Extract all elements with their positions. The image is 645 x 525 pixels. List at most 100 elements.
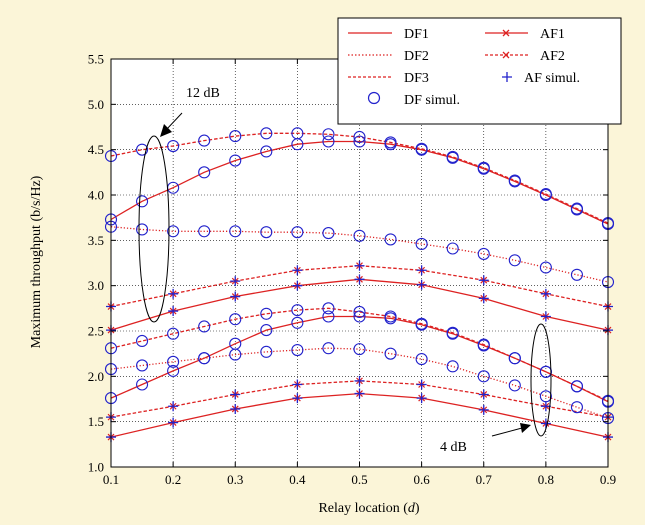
axis-ticks: 0.1 0.2 0.3 0.4 0.5 0.6 0.7 0.8 0.9 1.0 1.5 2.0 2.5 3… xyxy=(88,52,616,488)
y-tick-label: 5.0 xyxy=(88,97,104,112)
df-simul-marker xyxy=(136,359,149,372)
df-simul-marker xyxy=(539,188,552,201)
series-line-df-solid xyxy=(110,140,609,225)
df-simul-marker xyxy=(198,320,211,333)
df-simul-marker xyxy=(229,225,242,238)
af-simul-marker xyxy=(292,280,303,291)
df-simul-marker xyxy=(260,127,273,140)
df-simul-marker xyxy=(384,136,397,149)
df-simul-marker xyxy=(446,242,459,255)
y-tick-label: 4.0 xyxy=(88,188,104,203)
arrow-12db-head xyxy=(160,124,172,137)
df-simul-marker xyxy=(539,261,552,274)
df-simul-marker xyxy=(167,355,180,368)
legend-label-df3: DF3 xyxy=(404,71,429,86)
y-axis-label: Maximum throughput (b/s/Hz) xyxy=(29,175,44,348)
af-simul-marker xyxy=(292,379,303,390)
df-simul-marker xyxy=(508,174,521,187)
x-axis-label-var: d xyxy=(408,501,416,516)
af-simul-marker xyxy=(292,393,303,404)
arrow-4db-head xyxy=(520,423,531,433)
df-simul-marker xyxy=(477,338,490,351)
y-tick-label: 4.5 xyxy=(88,142,104,157)
legend-label-af-sim: AF simul. xyxy=(524,71,580,86)
y-tick-label: 3.0 xyxy=(88,278,104,293)
x-tick-label: 0.9 xyxy=(600,472,616,487)
legend-label-af1: AF1 xyxy=(540,27,565,42)
x-axis-label-text: Relay location ( xyxy=(318,501,408,516)
legend-label-df2: DF2 xyxy=(404,49,429,64)
group-12db-ellipse xyxy=(138,135,170,323)
df-simul-marker xyxy=(136,334,149,348)
af-simul-marker xyxy=(168,306,179,317)
x-tick-label: 0.6 xyxy=(414,472,431,487)
df-simul-marker xyxy=(415,317,428,330)
af-simul-marker xyxy=(168,288,179,299)
y-tick-label: 2.5 xyxy=(88,324,104,339)
df-simul-marker xyxy=(260,324,273,337)
af-simul-marker xyxy=(478,404,489,415)
y-tick-label: 2.0 xyxy=(88,369,104,384)
df-simul-marker xyxy=(322,310,335,323)
af-simul-marker xyxy=(540,311,551,322)
series-line-df-dashed xyxy=(110,307,609,402)
legend-box xyxy=(337,17,622,125)
df-simul-marker xyxy=(229,313,242,326)
legend-x-af1 xyxy=(502,29,510,37)
df-simul-marker xyxy=(260,345,273,358)
df-simul-marker xyxy=(229,348,242,361)
df-simul-marker xyxy=(322,135,335,148)
x-axis-label-end: ) xyxy=(415,501,420,516)
df-simul-marker xyxy=(477,370,490,383)
df-simul-marker xyxy=(229,154,242,167)
af-simul-marker xyxy=(540,401,551,412)
af-simul-marker xyxy=(416,279,427,290)
df-simul-marker xyxy=(446,326,459,339)
df-simul-marker xyxy=(353,130,366,144)
group-4db-ellipse xyxy=(530,323,552,437)
x-tick-label: 0.1 xyxy=(103,472,119,487)
legend-label-df-sim: DF simul. xyxy=(404,93,460,108)
y-tick-label: 5.5 xyxy=(88,52,104,67)
legend-label-df1: DF1 xyxy=(404,27,429,42)
series-line-df-dotted xyxy=(110,226,609,283)
series-line-df-dotted xyxy=(110,347,609,419)
df-simul-marker xyxy=(415,353,428,366)
legend-marker-af-sim xyxy=(502,72,512,82)
af-simul-marker xyxy=(168,417,179,428)
df-simul-marker xyxy=(384,233,397,246)
df-simul-marker xyxy=(570,202,583,215)
af-simul-marker xyxy=(416,393,427,404)
df-simul-marker xyxy=(322,342,335,355)
df-simul-marker xyxy=(260,307,273,320)
df-simul-marker xyxy=(229,130,242,143)
af-simul-marker xyxy=(540,288,551,299)
df-simul-marker xyxy=(446,150,459,163)
df-simul-marker xyxy=(198,166,211,179)
df-simul-marker xyxy=(167,139,180,153)
df-simul-marker xyxy=(508,254,521,267)
df-simul-marker xyxy=(167,327,180,340)
series-line-af-dashed xyxy=(110,265,609,308)
af-simul-marker xyxy=(292,265,303,276)
df-simul-marker xyxy=(353,310,366,323)
df-simul-marker xyxy=(198,225,211,238)
df-simul-marker xyxy=(353,229,366,242)
df-simul-marker xyxy=(198,134,211,147)
af-simul-marker xyxy=(230,276,241,287)
df-simul-marker xyxy=(384,347,397,360)
df-simul-marker xyxy=(167,225,180,238)
arrow-12db xyxy=(165,112,183,131)
df-simul-marker xyxy=(291,304,304,317)
df-simul-marker xyxy=(136,223,149,236)
df-simul-marker xyxy=(291,226,304,239)
y-tick-label: 3.5 xyxy=(88,233,104,248)
series-line-df-dashed xyxy=(110,132,609,224)
y-tick-label: 1.0 xyxy=(88,460,104,475)
df-simul-marker xyxy=(260,226,273,239)
df-simul-marker xyxy=(508,379,521,392)
af-simul-marker xyxy=(416,265,427,276)
af-simul-marker xyxy=(230,291,241,302)
legend-x-af2 xyxy=(502,51,510,59)
df-simul-marker xyxy=(384,310,397,323)
